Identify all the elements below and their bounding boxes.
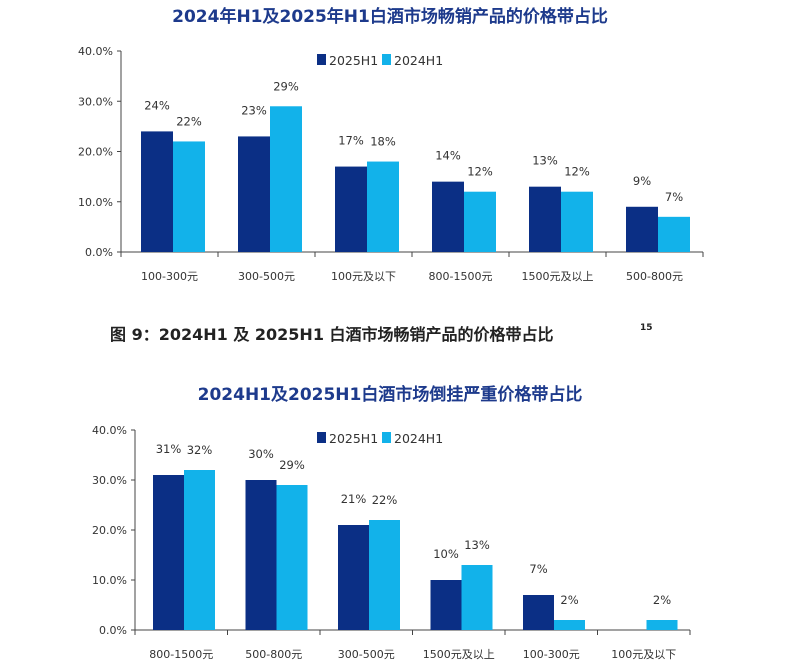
bar-2024H1 — [658, 216, 690, 252]
data-label: 23% — [241, 103, 267, 117]
data-label: 2% — [560, 593, 578, 607]
bar-2024H1 — [276, 485, 308, 630]
bar-2025H1 — [153, 475, 184, 630]
data-label: 21% — [341, 492, 367, 506]
bar-2025H1 — [245, 480, 277, 630]
x-tick-label: 100元及以下 — [331, 270, 396, 283]
legend-swatch-2025H1 — [317, 54, 326, 65]
x-tick-label: 500-800元 — [245, 648, 302, 661]
data-label: 10% — [433, 547, 459, 561]
y-tick-label: 40.0% — [92, 424, 127, 437]
data-label: 22% — [176, 114, 202, 128]
data-label: 12% — [467, 165, 493, 179]
bar-2024H1 — [369, 520, 400, 630]
data-label: 29% — [279, 458, 305, 472]
y-tick-label: 30.0% — [92, 474, 127, 487]
legend-label: 2025H1 — [329, 53, 378, 68]
x-tick-label: 100-300元 — [141, 270, 198, 283]
data-label: 17% — [338, 134, 364, 148]
x-tick-label: 800-1500元 — [149, 648, 213, 661]
y-tick-label: 20.0% — [78, 146, 113, 159]
y-tick-label: 0.0% — [99, 624, 127, 637]
bar-2024H1 — [270, 106, 302, 253]
bar-2025H1 — [430, 580, 462, 630]
y-tick-label: 20.0% — [92, 524, 127, 537]
bar-2024H1 — [561, 191, 593, 252]
y-tick-label: 30.0% — [78, 95, 113, 108]
y-tick-label: 10.0% — [92, 574, 127, 587]
data-label: 32% — [187, 443, 213, 457]
x-tick-label: 300-500元 — [238, 270, 295, 283]
chart-title: 2024H1及2025H1白酒市场倒挂严重价格带占比 — [198, 384, 583, 405]
y-tick-label: 10.0% — [78, 196, 113, 209]
data-label: 14% — [435, 149, 461, 163]
legend-swatch-2024H1 — [382, 432, 391, 443]
bar-2025H1 — [529, 186, 561, 252]
legend-swatch-2025H1 — [317, 432, 326, 443]
bar-2024H1 — [173, 141, 205, 252]
bar-2024H1 — [184, 470, 215, 630]
x-tick-label: 1500元及以上 — [423, 648, 495, 661]
x-tick-label: 800-1500元 — [429, 270, 493, 283]
bar-2024H1 — [464, 191, 496, 252]
legend-swatch-2024H1 — [382, 54, 391, 65]
bar-2025H1 — [523, 595, 554, 630]
bar-2024H1 — [461, 565, 493, 630]
data-label: 9% — [633, 174, 651, 188]
caption-footnote: 15 — [640, 323, 653, 333]
y-tick-label: 0.0% — [85, 246, 113, 259]
chart-title: 2024年H1及2025年H1白酒市场畅销产品的价格带占比 — [172, 6, 608, 27]
data-label: 31% — [156, 442, 182, 456]
data-label: 13% — [464, 538, 490, 552]
data-label: 18% — [370, 135, 396, 149]
data-label: 29% — [273, 79, 299, 93]
data-label: 7% — [665, 190, 683, 204]
x-tick-label: 300-500元 — [338, 648, 395, 661]
data-label: 24% — [144, 98, 170, 112]
data-label: 13% — [532, 154, 558, 168]
data-label: 12% — [564, 165, 590, 179]
legend-label: 2025H1 — [329, 431, 378, 446]
bar-2024H1 — [367, 161, 399, 252]
bar-2025H1 — [432, 181, 464, 252]
data-label: 2% — [653, 593, 671, 607]
x-tick-label: 1500元及以上 — [522, 270, 594, 283]
legend-label: 2024H1 — [394, 53, 443, 68]
data-label: 30% — [248, 447, 274, 461]
x-tick-label: 100元及以下 — [611, 648, 676, 661]
data-label: 22% — [372, 493, 398, 507]
legend-label: 2024H1 — [394, 431, 443, 446]
bar-2025H1 — [626, 206, 658, 252]
figure-caption: 图 9：2024H1 及 2025H1 白酒市场畅销产品的价格带占比 — [110, 325, 554, 344]
x-tick-label: 500-800元 — [626, 270, 683, 283]
y-tick-label: 40.0% — [78, 45, 113, 58]
bar-2025H1 — [238, 136, 270, 252]
bar-2025H1 — [141, 131, 173, 252]
x-tick-label: 100-300元 — [523, 648, 580, 661]
data-label: 7% — [529, 562, 547, 576]
bar-2024H1 — [646, 620, 678, 630]
bar-2025H1 — [338, 525, 369, 630]
bar-2024H1 — [554, 620, 585, 630]
bar-2025H1 — [335, 166, 367, 252]
